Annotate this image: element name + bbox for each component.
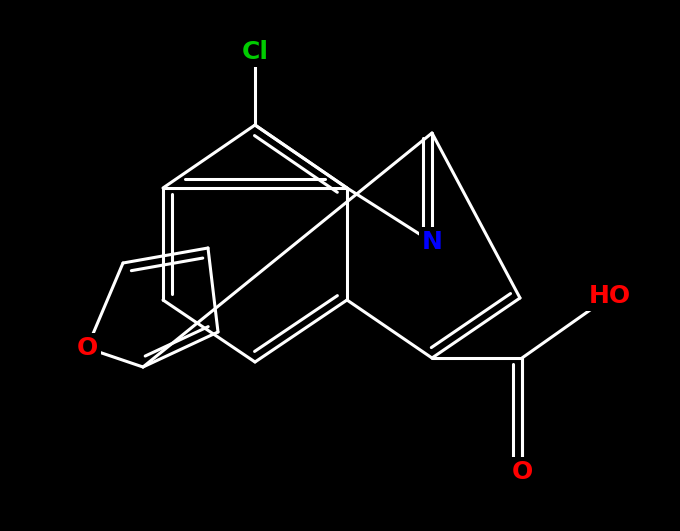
Text: HO: HO <box>589 284 631 308</box>
Text: N: N <box>422 230 443 254</box>
Text: Cl: Cl <box>241 40 269 64</box>
Text: O: O <box>511 460 532 484</box>
Text: O: O <box>76 336 98 360</box>
